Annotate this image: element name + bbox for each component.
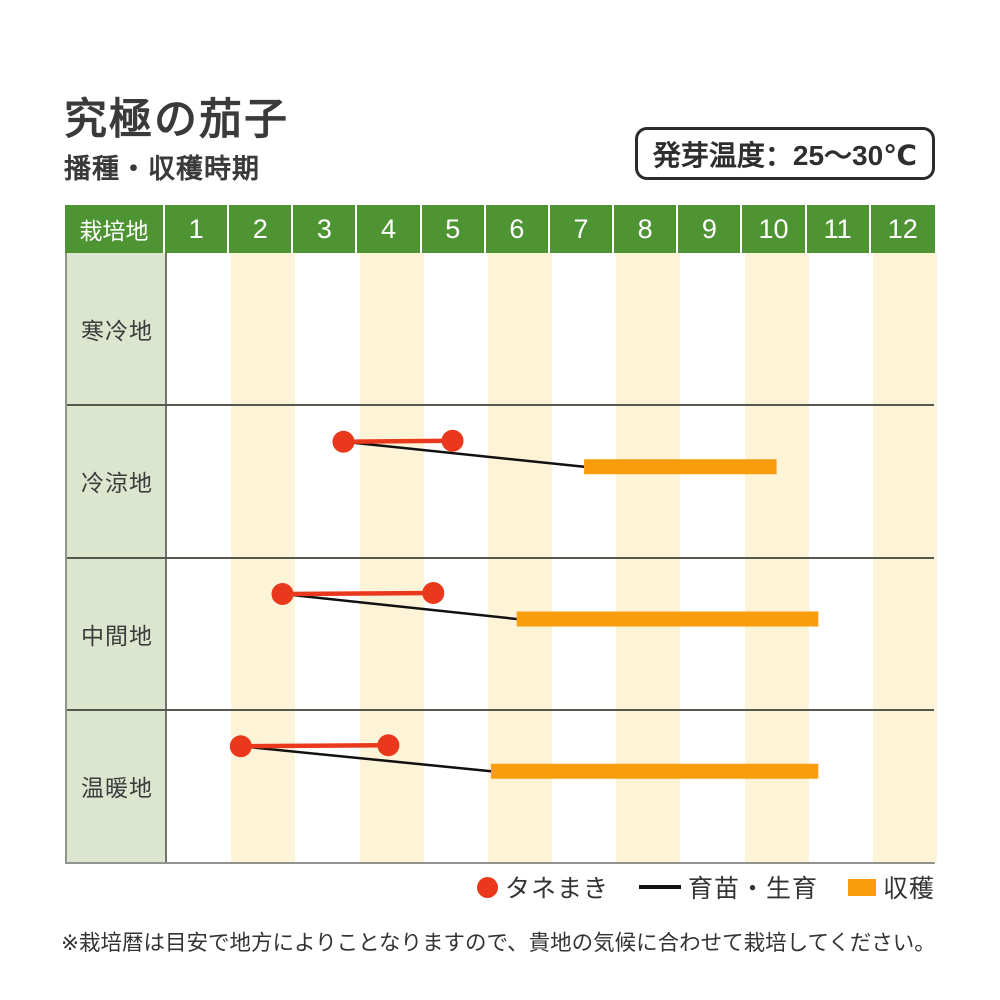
month-header: 1 (165, 205, 230, 253)
month-header: 3 (293, 205, 358, 253)
sowing-end-dot (422, 582, 445, 604)
row-separator (67, 556, 934, 559)
harvest-bar-icon (847, 878, 876, 896)
growth-line (282, 592, 517, 621)
sowing-line (282, 590, 434, 597)
month-header: 2 (229, 205, 294, 253)
region-label: 寒冷地 (81, 318, 153, 345)
month-header: 6 (486, 205, 550, 253)
sowing-line (343, 438, 453, 444)
germination-temperature-badge: 発芽温度：25～30℃ (635, 127, 935, 180)
planting-calendar-table: 栽培地 1 2 3 4 5 6 7 8 9 10 11 12 寒冷地 冷涼地 中間地 温暖地 (65, 205, 937, 864)
month-header: 4 (357, 205, 422, 253)
region-label: 温暖地 (81, 774, 153, 801)
month-header: 5 (422, 205, 486, 253)
page-title: 究極の茄子 (64, 95, 289, 144)
region-label: 冷涼地 (81, 470, 153, 497)
month-header: 8 (614, 205, 679, 253)
growth-line (343, 440, 585, 468)
legend: タネまき 育苗・生育 収穫 (476, 869, 935, 905)
region-label: 中間地 (81, 622, 153, 649)
growth-line (240, 745, 492, 773)
month-header: 10 (742, 205, 807, 253)
sowing-end-dot (441, 429, 464, 452)
harvest-bar (516, 611, 819, 627)
month-header: 7 (550, 205, 615, 253)
month-header: 12 (887, 213, 918, 244)
legend-label: タネまき (504, 875, 609, 903)
footnote: ※栽培暦は目安で地方によりことなりますので、貴地の気候に合わせて栽培してください… (61, 931, 936, 955)
legend-item: 収穫 (847, 869, 935, 905)
sowing-start-dot (271, 583, 294, 605)
sowing-start-dot (332, 430, 355, 453)
section-subtitle: 播種・収穫時期 (64, 154, 260, 184)
legend-item: 育苗・生育 (638, 869, 818, 905)
legend-label: 収穫 (882, 875, 935, 903)
calendar-body: 寒冷地冷涼地中間地温暖地 (65, 253, 937, 864)
row-separator (67, 708, 934, 711)
harvest-bar (491, 763, 819, 779)
sowing-line (240, 743, 389, 749)
harvest-bar (584, 459, 777, 475)
growth-line-icon (638, 885, 681, 889)
sowing-dot-icon (476, 876, 498, 898)
month-header-row: 栽培地 1 2 3 4 5 6 7 8 9 10 11 12 (65, 205, 935, 253)
corner-header-label: 栽培地 (65, 205, 165, 253)
month-header: 11 (807, 205, 871, 253)
legend-label: 育苗・生育 (687, 875, 818, 903)
legend-item: タネまき (476, 869, 609, 905)
germination-temperature-text: 発芽温度：25～30℃ (652, 139, 918, 171)
sowing-end-dot (377, 734, 400, 757)
calendar-marks-layer (229, 429, 819, 779)
month-header: 9 (678, 205, 743, 253)
sowing-start-dot (229, 735, 252, 758)
row-separator (67, 404, 934, 407)
